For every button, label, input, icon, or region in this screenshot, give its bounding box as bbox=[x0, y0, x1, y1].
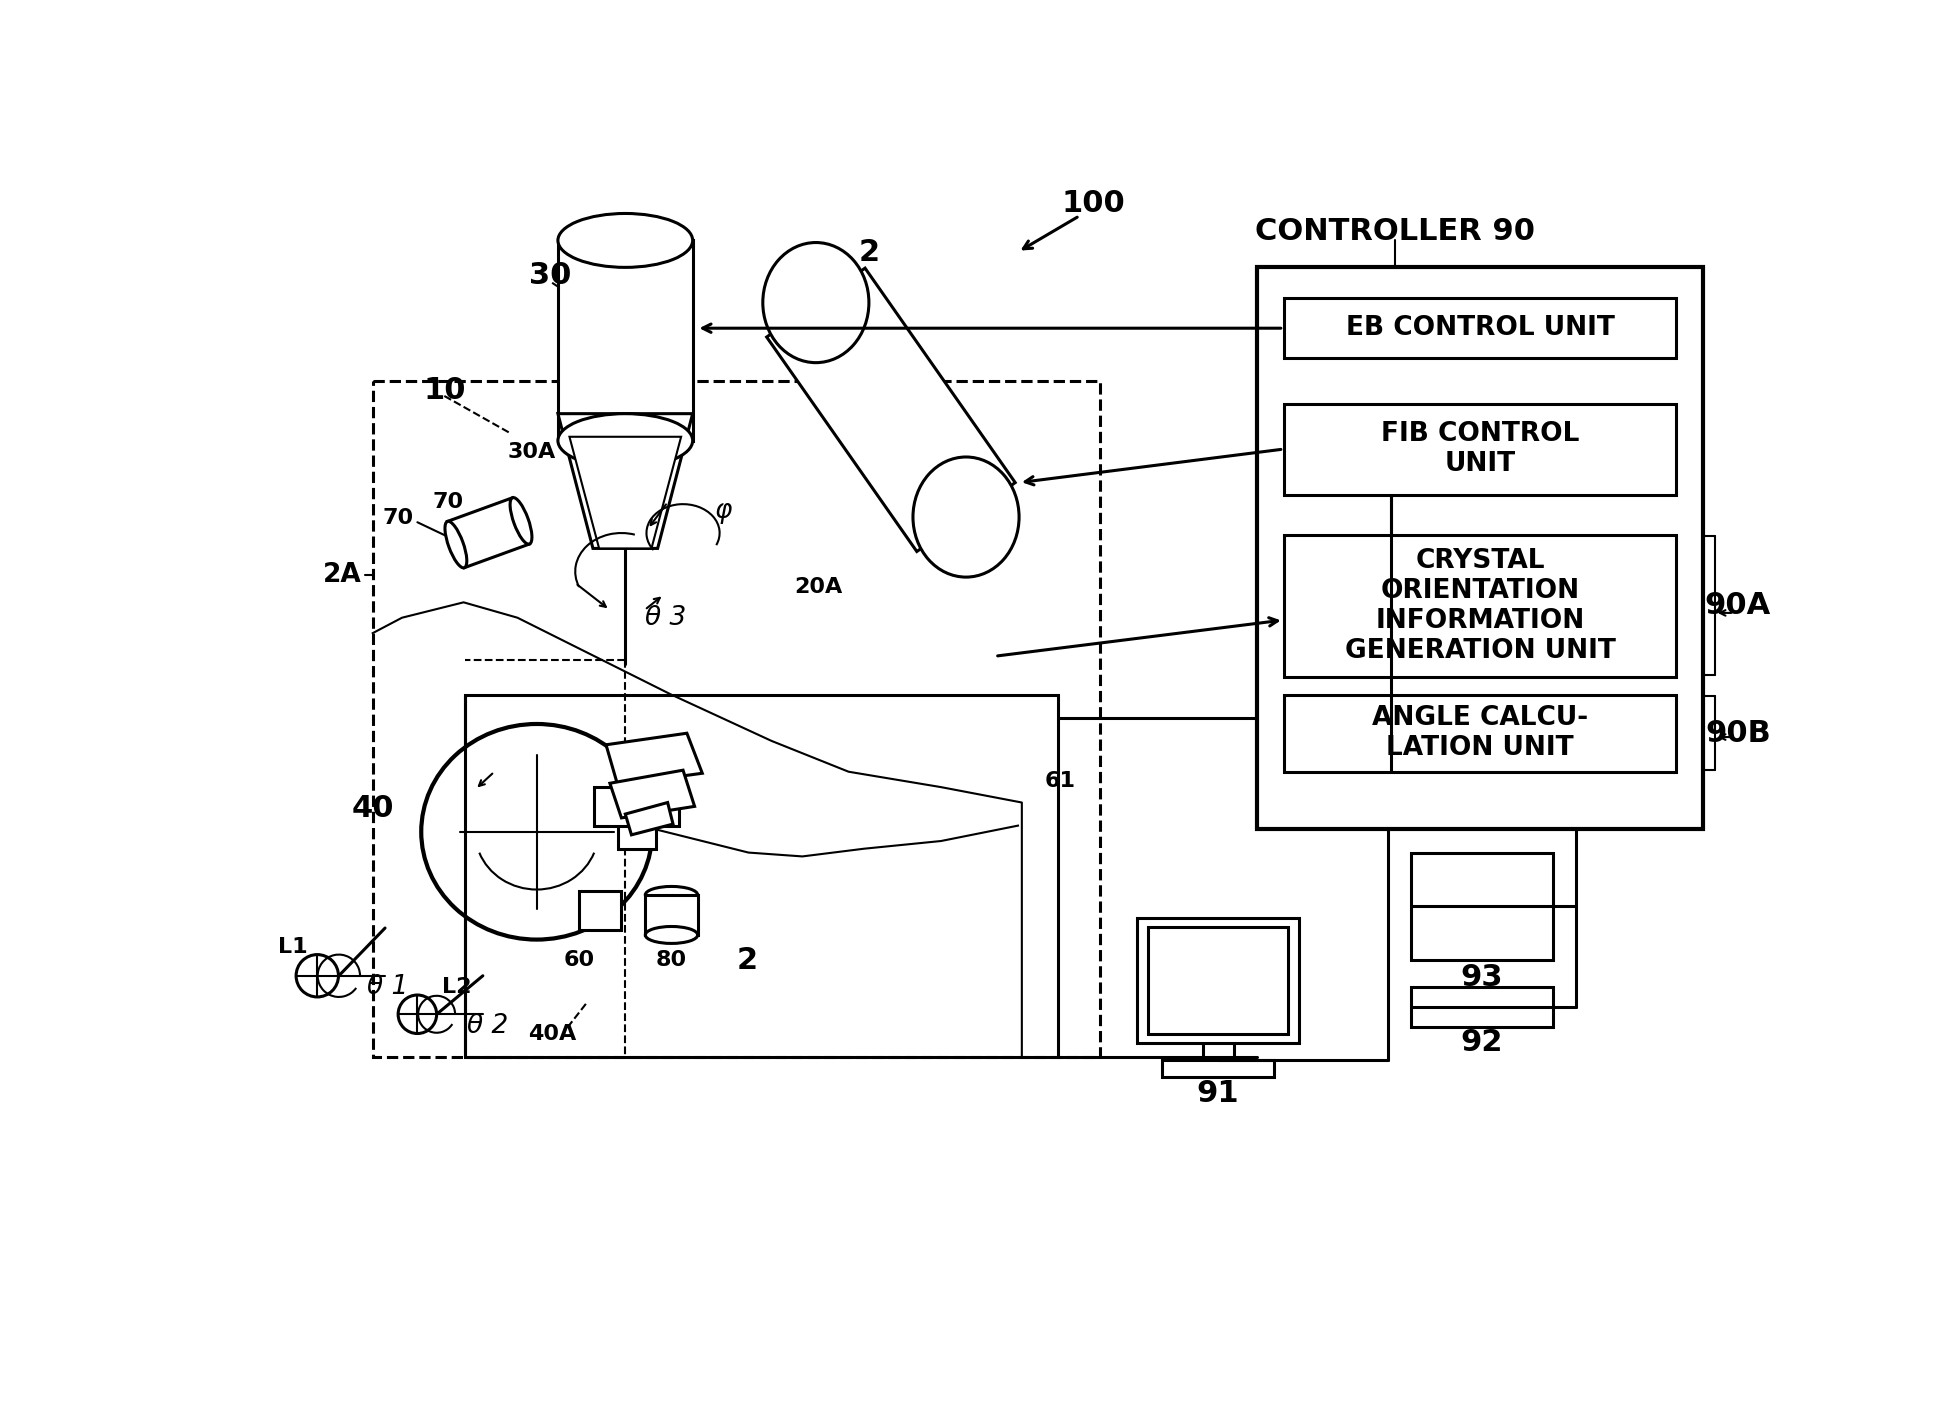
Text: 100: 100 bbox=[1062, 190, 1126, 218]
Bar bbox=[1284, 298, 1677, 358]
Ellipse shape bbox=[510, 498, 531, 545]
Text: 10: 10 bbox=[424, 376, 467, 405]
Text: θ 2: θ 2 bbox=[467, 1012, 510, 1038]
Text: CONTROLLER 90: CONTROLLER 90 bbox=[1255, 217, 1535, 245]
Ellipse shape bbox=[399, 995, 436, 1034]
Text: 30A: 30A bbox=[508, 442, 556, 462]
Bar bbox=[373, 381, 1101, 1057]
Polygon shape bbox=[558, 414, 692, 549]
Text: 90A: 90A bbox=[1706, 592, 1772, 620]
Ellipse shape bbox=[296, 954, 338, 997]
Text: 40: 40 bbox=[352, 794, 395, 823]
Text: 30: 30 bbox=[529, 261, 572, 289]
Ellipse shape bbox=[422, 724, 652, 940]
Bar bbox=[1284, 694, 1677, 771]
Bar bbox=[1410, 987, 1554, 1027]
Text: 70: 70 bbox=[434, 492, 465, 512]
Polygon shape bbox=[447, 498, 529, 568]
Bar bbox=[619, 756, 655, 848]
Text: 2: 2 bbox=[858, 238, 879, 267]
Ellipse shape bbox=[646, 887, 698, 904]
Text: θ 1: θ 1 bbox=[368, 974, 408, 1000]
Text: 40A: 40A bbox=[527, 1024, 576, 1044]
Text: 93: 93 bbox=[1461, 963, 1503, 992]
Ellipse shape bbox=[558, 214, 692, 267]
Text: L1: L1 bbox=[278, 937, 307, 957]
Polygon shape bbox=[607, 733, 702, 784]
Polygon shape bbox=[611, 770, 694, 819]
Bar bbox=[1284, 404, 1677, 495]
Polygon shape bbox=[766, 268, 1015, 552]
Bar bbox=[558, 241, 692, 441]
Text: 92: 92 bbox=[1461, 1028, 1503, 1057]
Ellipse shape bbox=[912, 456, 1019, 578]
Text: 70: 70 bbox=[383, 508, 414, 528]
Text: ANGLE CALCU-
LATION UNIT: ANGLE CALCU- LATION UNIT bbox=[1371, 706, 1587, 761]
Text: L2: L2 bbox=[442, 977, 471, 997]
Text: 2: 2 bbox=[737, 945, 757, 975]
Ellipse shape bbox=[646, 927, 698, 944]
Bar bbox=[595, 787, 679, 826]
Bar bbox=[1138, 918, 1299, 1042]
Text: EB CONTROL UNIT: EB CONTROL UNIT bbox=[1346, 315, 1614, 341]
Bar bbox=[580, 891, 622, 930]
Text: θ 3: θ 3 bbox=[644, 605, 687, 630]
Text: 80: 80 bbox=[655, 950, 687, 970]
Bar bbox=[1256, 267, 1704, 830]
Ellipse shape bbox=[762, 242, 869, 362]
Text: 2A: 2A bbox=[323, 562, 362, 589]
Bar bbox=[1410, 853, 1554, 960]
Ellipse shape bbox=[558, 414, 692, 468]
Text: 61: 61 bbox=[1044, 771, 1076, 791]
Text: 20A: 20A bbox=[796, 578, 842, 597]
Polygon shape bbox=[624, 803, 673, 834]
Bar bbox=[1148, 927, 1288, 1034]
Bar bbox=[1284, 535, 1677, 677]
Bar bbox=[465, 694, 1058, 1057]
Bar bbox=[646, 896, 698, 935]
Text: CRYSTAL
ORIENTATION
INFORMATION
GENERATION UNIT: CRYSTAL ORIENTATION INFORMATION GENERATI… bbox=[1344, 548, 1616, 663]
Text: 90B: 90B bbox=[1706, 719, 1770, 747]
Text: 91: 91 bbox=[1196, 1079, 1239, 1108]
Text: 60: 60 bbox=[564, 950, 595, 970]
Text: φ: φ bbox=[714, 499, 731, 525]
Text: FIB CONTROL
UNIT: FIB CONTROL UNIT bbox=[1381, 421, 1579, 478]
Bar bbox=[1161, 1061, 1274, 1078]
Ellipse shape bbox=[445, 522, 467, 568]
Polygon shape bbox=[570, 436, 681, 549]
